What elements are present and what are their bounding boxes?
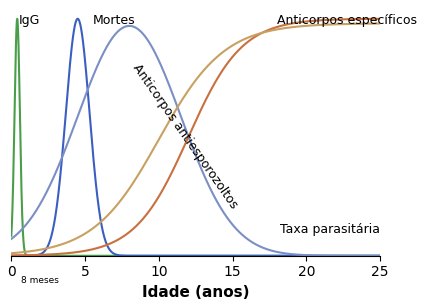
Text: IgG: IgG: [19, 14, 40, 27]
Text: Taxa parasitária: Taxa parasitária: [281, 223, 381, 236]
Text: Mortes: Mortes: [92, 14, 135, 27]
Text: Anticorpos específicos: Anticorpos específicos: [277, 14, 417, 27]
X-axis label: Idade (anos): Idade (anos): [142, 285, 249, 300]
Text: Anticorpos antiesporozoltos: Anticorpos antiesporozoltos: [129, 62, 239, 211]
Text: 8 meses: 8 meses: [21, 276, 59, 285]
